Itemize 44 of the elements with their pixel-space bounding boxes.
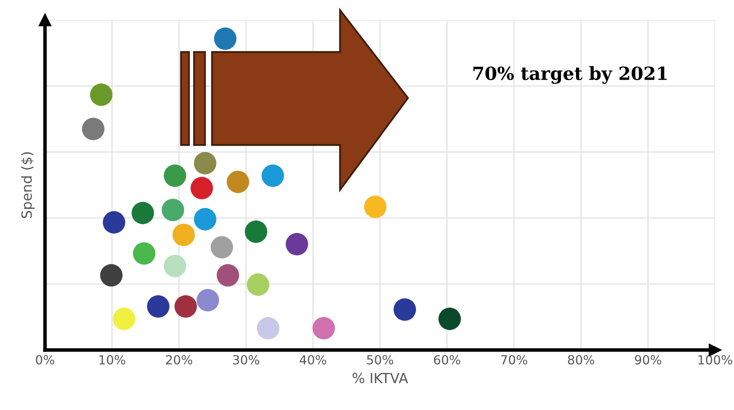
point: [364, 196, 387, 218]
point: [174, 295, 197, 318]
point: [226, 170, 250, 194]
x-axis-title: % IKTVA: [352, 372, 408, 384]
point: [438, 308, 461, 330]
point: [102, 211, 126, 234]
x-tick-label: 0%: [36, 355, 54, 365]
point: [246, 273, 270, 296]
point: [286, 232, 308, 256]
x-tick-label: 100%: [698, 355, 732, 365]
x-tick-label: 90%: [634, 355, 662, 365]
x-tick-label: 70%: [501, 355, 528, 365]
point: [162, 198, 184, 222]
point: [132, 202, 154, 224]
point: [82, 118, 104, 140]
point: [196, 288, 220, 312]
x-tick-label: 60%: [434, 355, 460, 365]
point: [256, 317, 280, 340]
annotation: 70% target by 2021: [473, 66, 667, 84]
x-tick-label: 80%: [568, 355, 594, 365]
point: [132, 242, 156, 265]
x-tick-label: 10%: [99, 355, 126, 365]
point: [194, 152, 216, 174]
point: [147, 295, 170, 318]
y-axis-title: Spend ($): [21, 152, 35, 218]
point: [194, 208, 216, 230]
point: [214, 27, 236, 50]
point: [190, 176, 213, 200]
point: [100, 264, 123, 286]
point: [216, 264, 240, 286]
point: [210, 236, 234, 258]
point: [244, 220, 268, 243]
point: [394, 298, 416, 321]
point: [172, 224, 195, 246]
x-tick-label: 30%: [233, 355, 260, 365]
x-tick-label: 20%: [166, 355, 192, 365]
point: [262, 164, 284, 187]
point: [112, 308, 136, 330]
point: [312, 317, 335, 340]
x-tick-label: 50%: [367, 355, 394, 365]
point: [164, 254, 186, 278]
point: [90, 84, 112, 106]
x-tick-label: 40%: [300, 355, 326, 365]
point: [164, 164, 186, 187]
